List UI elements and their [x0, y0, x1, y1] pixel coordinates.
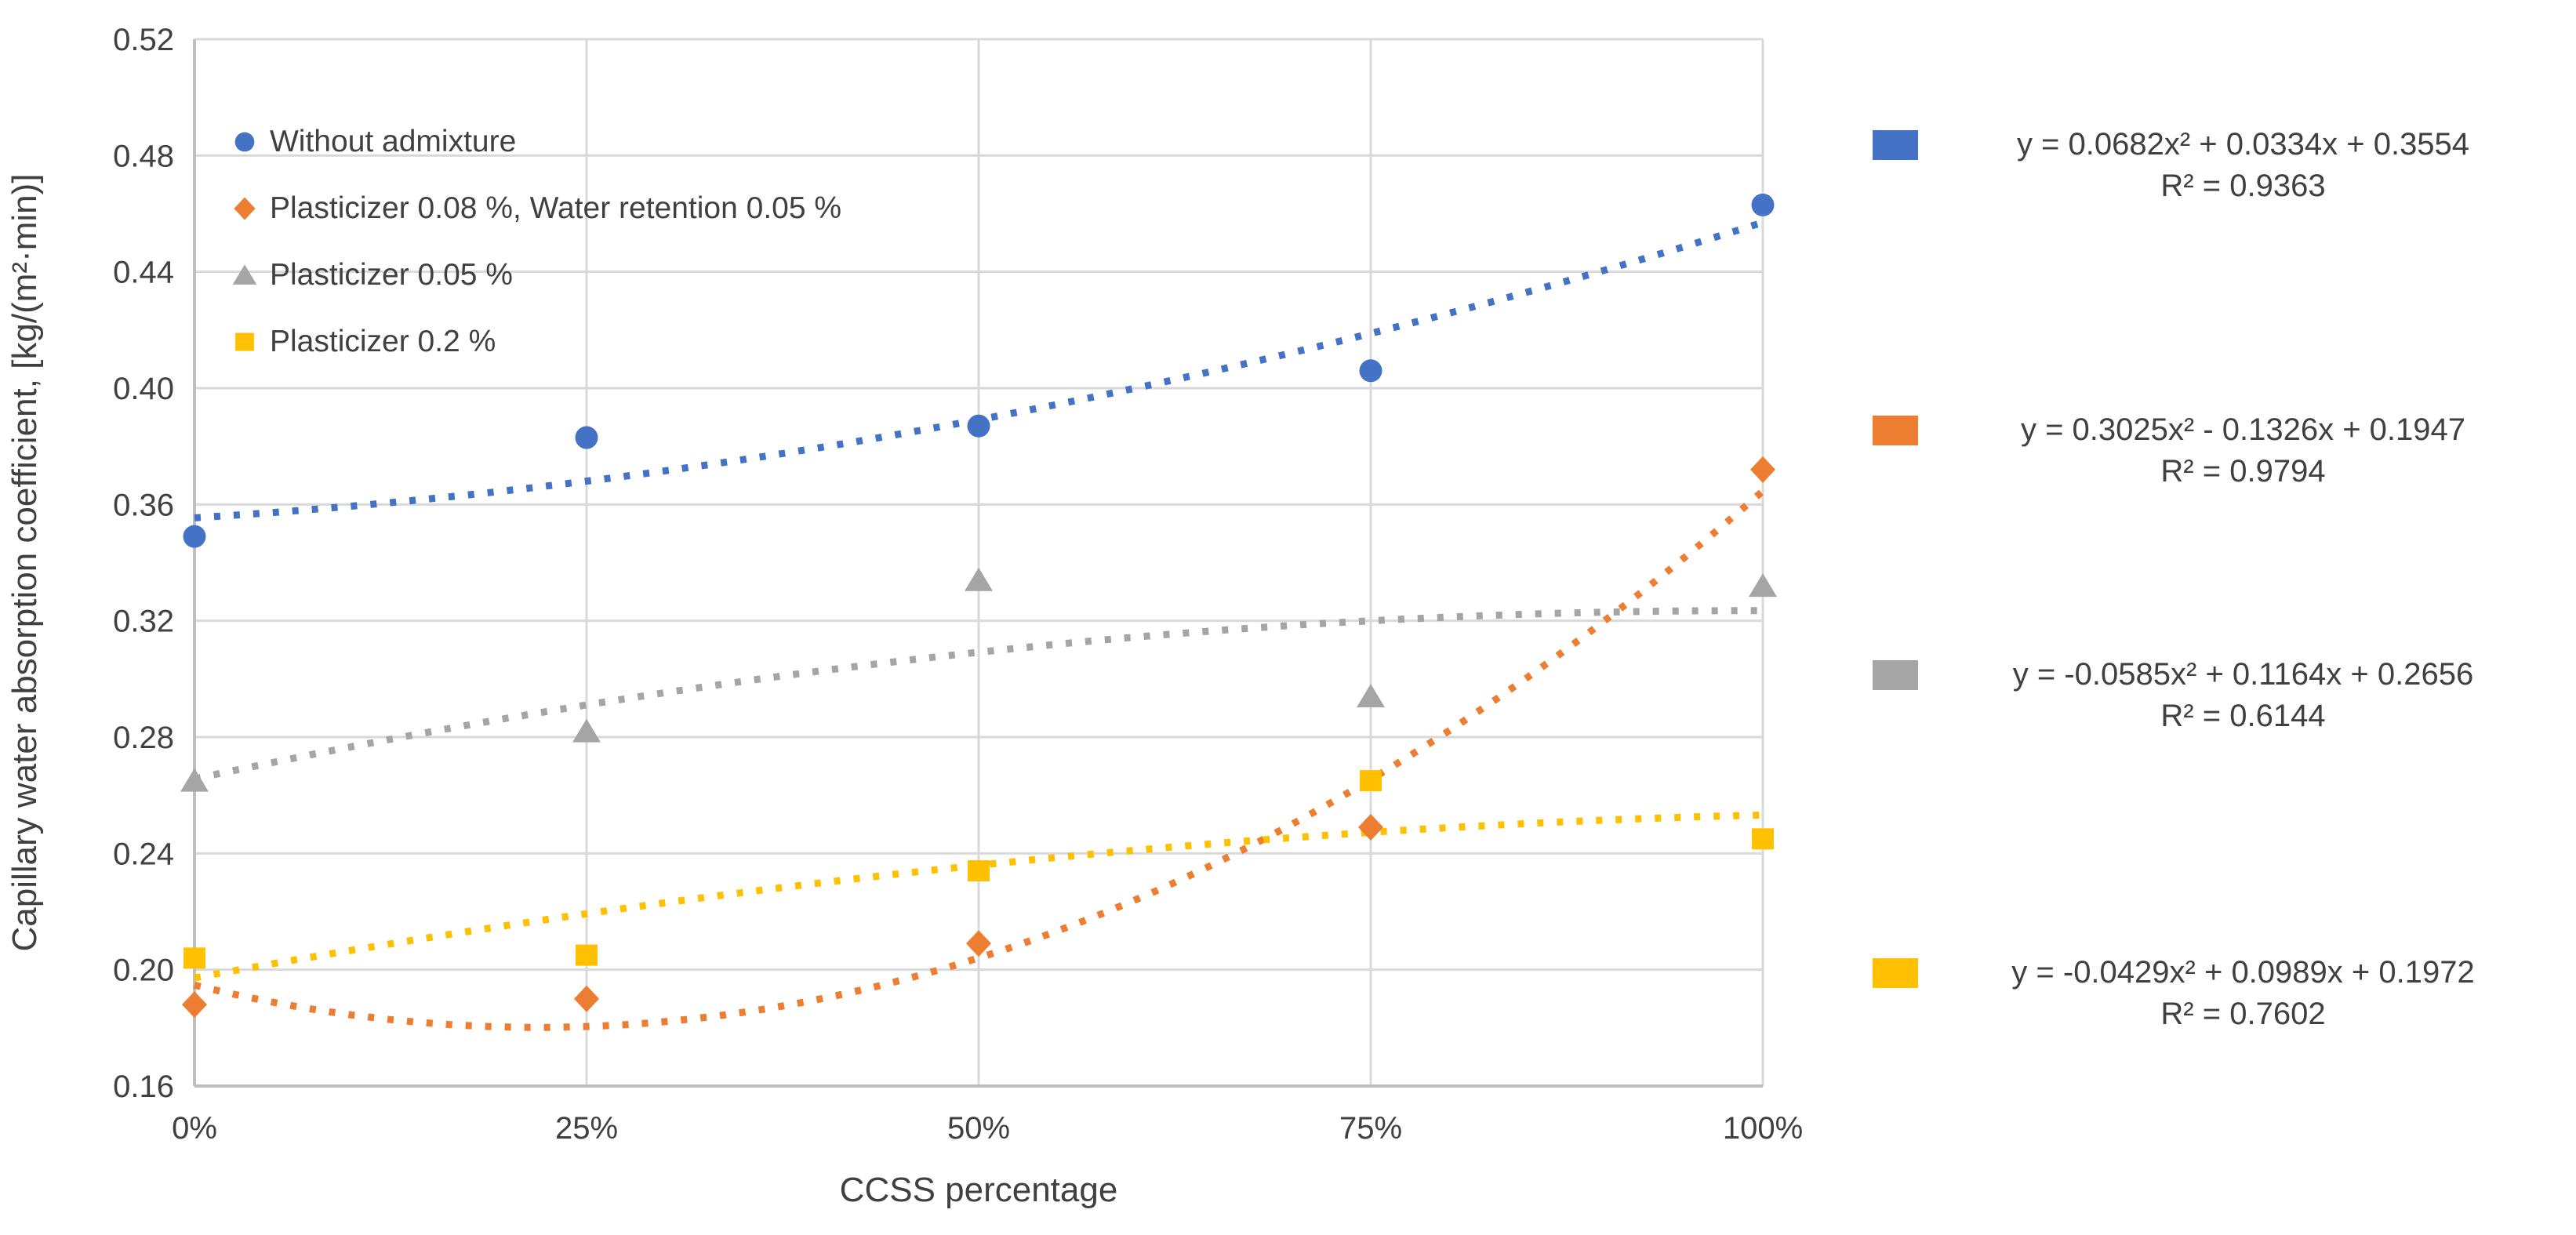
y-tick-label: 0.32	[113, 605, 174, 639]
y-tick-label: 0.40	[113, 372, 174, 406]
legend-marker-triangle-icon	[230, 260, 260, 290]
data-point-plasticizer-005-50%[interactable]	[965, 567, 993, 591]
x-tick-label: 50%	[947, 1111, 1010, 1146]
data-point-without-admixture-25%[interactable]	[575, 426, 598, 449]
data-point-without-admixture-50%[interactable]	[967, 414, 990, 438]
legend-label: Plasticizer 0.2 %	[270, 324, 496, 358]
y-tick-label: 0.36	[113, 488, 174, 522]
data-point-plasticizer-008-water-retention-005-100%[interactable]	[1750, 456, 1775, 483]
trendline-plasticizer-005[interactable]	[194, 607, 1763, 783]
x-tick-label: 0%	[172, 1111, 217, 1146]
trend-r-squared: R² = 0.9363	[2160, 169, 2326, 203]
legend-marker-circle-icon	[230, 127, 260, 157]
legend-item-plasticizer-005[interactable]: Plasticizer 0.05 %	[230, 242, 841, 308]
circle-glyph	[234, 132, 255, 151]
equation-block-plasticizer-02[interactable]: y = -0.0429x² + 0.0989x + 0.1972 R² = 0.…	[1873, 952, 2568, 1035]
legend-label: Plasticizer 0.08 %, Water retention 0.05…	[270, 191, 842, 225]
y-tick-label: 0.20	[113, 953, 174, 988]
data-point-plasticizer-02-100%[interactable]	[1752, 828, 1774, 850]
data-point-plasticizer-005-25%[interactable]	[572, 718, 601, 743]
legend-label: Without admixture	[270, 124, 517, 158]
legend-item-plasticizer-02[interactable]: Plasticizer 0.2 %	[230, 308, 841, 375]
series-color-swatch	[1873, 130, 1918, 160]
x-tick-label: 100%	[1723, 1111, 1803, 1146]
y-tick-label: 0.44	[113, 256, 174, 290]
trend-equation: y = -0.0585x² + 0.1164x + 0.2656	[2012, 657, 2474, 692]
trend-equation: y = 0.0682x² + 0.0334x + 0.3554	[2016, 127, 2470, 162]
data-point-plasticizer-008-water-retention-005-25%[interactable]	[574, 985, 599, 1012]
y-axis-title: Capillary water absorption coefficient, …	[5, 174, 44, 952]
data-point-plasticizer-008-water-retention-005-50%[interactable]	[966, 930, 991, 957]
square-glyph	[235, 332, 254, 351]
legend-item-without-admixture[interactable]: Without admixture	[230, 108, 841, 175]
y-tick-label: 0.48	[113, 139, 174, 173]
data-point-plasticizer-005-0%[interactable]	[180, 768, 209, 792]
series-color-swatch	[1873, 958, 1918, 988]
chart-legend: Without admixture Plasticizer 0.08 %, Wa…	[230, 108, 841, 375]
trend-equation: y = -0.0429x² + 0.0989x + 0.1972	[2011, 955, 2475, 990]
trend-r-squared: R² = 0.6144	[2160, 699, 2326, 733]
legend-label: Plasticizer 0.05 %	[270, 257, 513, 292]
data-point-plasticizer-005-100%[interactable]	[1749, 573, 1777, 598]
data-point-plasticizer-008-water-retention-005-0%[interactable]	[182, 991, 207, 1019]
equation-block-without-admixture[interactable]: y = 0.0682x² + 0.0334x + 0.3554 R² = 0.9…	[1873, 124, 2568, 207]
y-tick-label: 0.28	[113, 721, 174, 755]
x-tick-label: 25%	[555, 1111, 618, 1146]
legend-marker-square-icon	[230, 327, 260, 357]
y-tick-label: 0.52	[113, 23, 174, 57]
equation-block-plasticizer-005[interactable]: y = -0.0585x² + 0.1164x + 0.2656 R² = 0.…	[1873, 654, 2568, 737]
trend-equation: y = 0.3025x² - 0.1326x + 0.1947	[2020, 412, 2466, 447]
y-tick-label: 0.24	[113, 837, 174, 871]
x-axis-title: CCSS percentage	[840, 1171, 1118, 1209]
series-color-swatch	[1873, 660, 1918, 690]
trend-r-squared: R² = 0.7602	[2160, 997, 2326, 1031]
legend-marker-diamond-icon	[230, 194, 260, 223]
triangle-glyph	[232, 263, 257, 285]
x-tick-label: 75%	[1339, 1111, 1402, 1146]
diamond-glyph	[234, 197, 256, 220]
data-point-plasticizer-02-50%[interactable]	[968, 860, 990, 882]
y-tick-label: 0.16	[113, 1070, 174, 1104]
series-color-swatch	[1873, 416, 1918, 445]
trendline-plasticizer-02[interactable]	[194, 811, 1764, 982]
data-point-without-admixture-0%[interactable]	[183, 525, 206, 548]
data-point-plasticizer-02-0%[interactable]	[183, 947, 205, 969]
data-point-without-admixture-100%[interactable]	[1751, 193, 1775, 216]
legend-item-plasticizer-008-water-retention-005[interactable]: Plasticizer 0.08 %, Water retention 0.05…	[230, 175, 841, 242]
data-point-without-admixture-75%[interactable]	[1359, 359, 1382, 383]
data-point-plasticizer-02-25%[interactable]	[576, 944, 598, 966]
equation-block-plasticizer-008-water-retention-005[interactable]: y = 0.3025x² - 0.1326x + 0.1947 R² = 0.9…	[1873, 409, 2568, 492]
trend-r-squared: R² = 0.9794	[2160, 454, 2326, 489]
data-point-plasticizer-008-water-retention-005-75%[interactable]	[1358, 813, 1383, 841]
data-point-plasticizer-005-75%[interactable]	[1357, 684, 1385, 708]
data-point-plasticizer-02-75%[interactable]	[1360, 770, 1382, 792]
